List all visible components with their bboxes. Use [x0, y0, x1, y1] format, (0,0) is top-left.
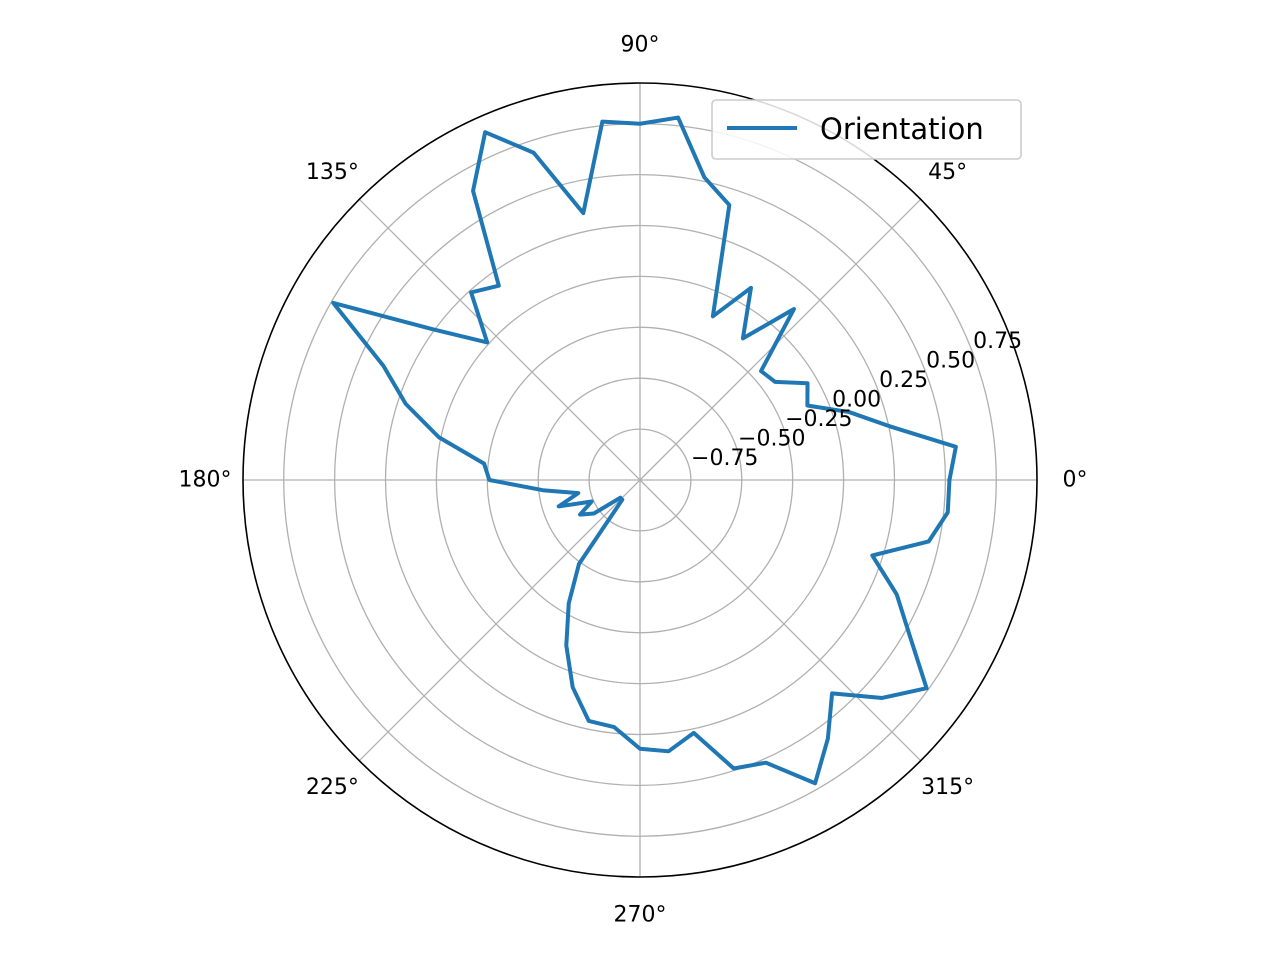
theta-grid-line: [358, 479, 641, 762]
theta-tick-label: 270°: [614, 903, 667, 928]
r-tick-label: −0.75: [691, 446, 758, 471]
theta-grid-line: [639, 198, 922, 481]
theta-grid-line: [639, 479, 922, 762]
legend-entry-orientation: Orientation: [820, 112, 984, 146]
r-tick-label: 0.50: [926, 349, 975, 374]
grid: [243, 83, 1037, 877]
polar-frame: [242, 82, 1038, 878]
theta-tick-label: 135°: [306, 160, 359, 185]
series-layer: [331, 115, 958, 786]
r-tick-label: −0.25: [785, 407, 852, 432]
theta-grid-line: [358, 198, 641, 481]
theta-tick-label: 0°: [1063, 468, 1088, 493]
legend-box: [711, 99, 1022, 160]
theta-tick-label: 225°: [306, 775, 359, 800]
r-tick-label: 0.00: [832, 388, 881, 413]
theta-tick-label: 180°: [179, 468, 232, 493]
series-line-orientation: [331, 115, 958, 786]
theta-tick-label: 45°: [928, 160, 967, 185]
tick-labels: 0° 45° 90° 135° 180° 225° 270° 315° −0.75−0.50−0…: [179, 33, 1088, 928]
r-tick-label: 0.75: [973, 329, 1022, 354]
theta-tick-label: 315°: [921, 775, 974, 800]
r-tick-label: 0.25: [879, 368, 928, 393]
legend: Orientation: [711, 99, 1022, 160]
theta-tick-label: 90°: [621, 33, 660, 58]
r-tick-label: −0.50: [738, 427, 805, 452]
